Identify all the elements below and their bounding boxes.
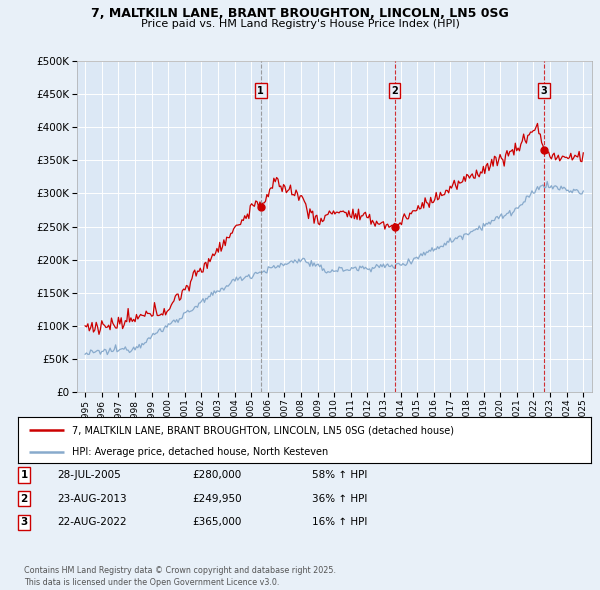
Text: 7, MALTKILN LANE, BRANT BROUGHTON, LINCOLN, LN5 0SG (detached house): 7, MALTKILN LANE, BRANT BROUGHTON, LINCO…	[73, 425, 454, 435]
Text: £365,000: £365,000	[192, 517, 241, 527]
Text: 7, MALTKILN LANE, BRANT BROUGHTON, LINCOLN, LN5 0SG: 7, MALTKILN LANE, BRANT BROUGHTON, LINCO…	[91, 7, 509, 20]
Text: 58% ↑ HPI: 58% ↑ HPI	[312, 470, 367, 480]
Text: £249,950: £249,950	[192, 494, 242, 503]
Text: 1: 1	[257, 86, 264, 96]
Text: 2: 2	[20, 494, 28, 503]
Text: 23-AUG-2013: 23-AUG-2013	[57, 494, 127, 503]
Text: Contains HM Land Registry data © Crown copyright and database right 2025.
This d: Contains HM Land Registry data © Crown c…	[24, 566, 336, 587]
Text: 1: 1	[20, 470, 28, 480]
Text: 36% ↑ HPI: 36% ↑ HPI	[312, 494, 367, 503]
Text: 22-AUG-2022: 22-AUG-2022	[57, 517, 127, 527]
Text: HPI: Average price, detached house, North Kesteven: HPI: Average price, detached house, Nort…	[73, 447, 329, 457]
Text: £280,000: £280,000	[192, 470, 241, 480]
Text: 2: 2	[391, 86, 398, 96]
Text: 28-JUL-2005: 28-JUL-2005	[57, 470, 121, 480]
Text: 16% ↑ HPI: 16% ↑ HPI	[312, 517, 367, 527]
Text: 3: 3	[541, 86, 547, 96]
Text: Price paid vs. HM Land Registry's House Price Index (HPI): Price paid vs. HM Land Registry's House …	[140, 19, 460, 29]
Text: 3: 3	[20, 517, 28, 527]
